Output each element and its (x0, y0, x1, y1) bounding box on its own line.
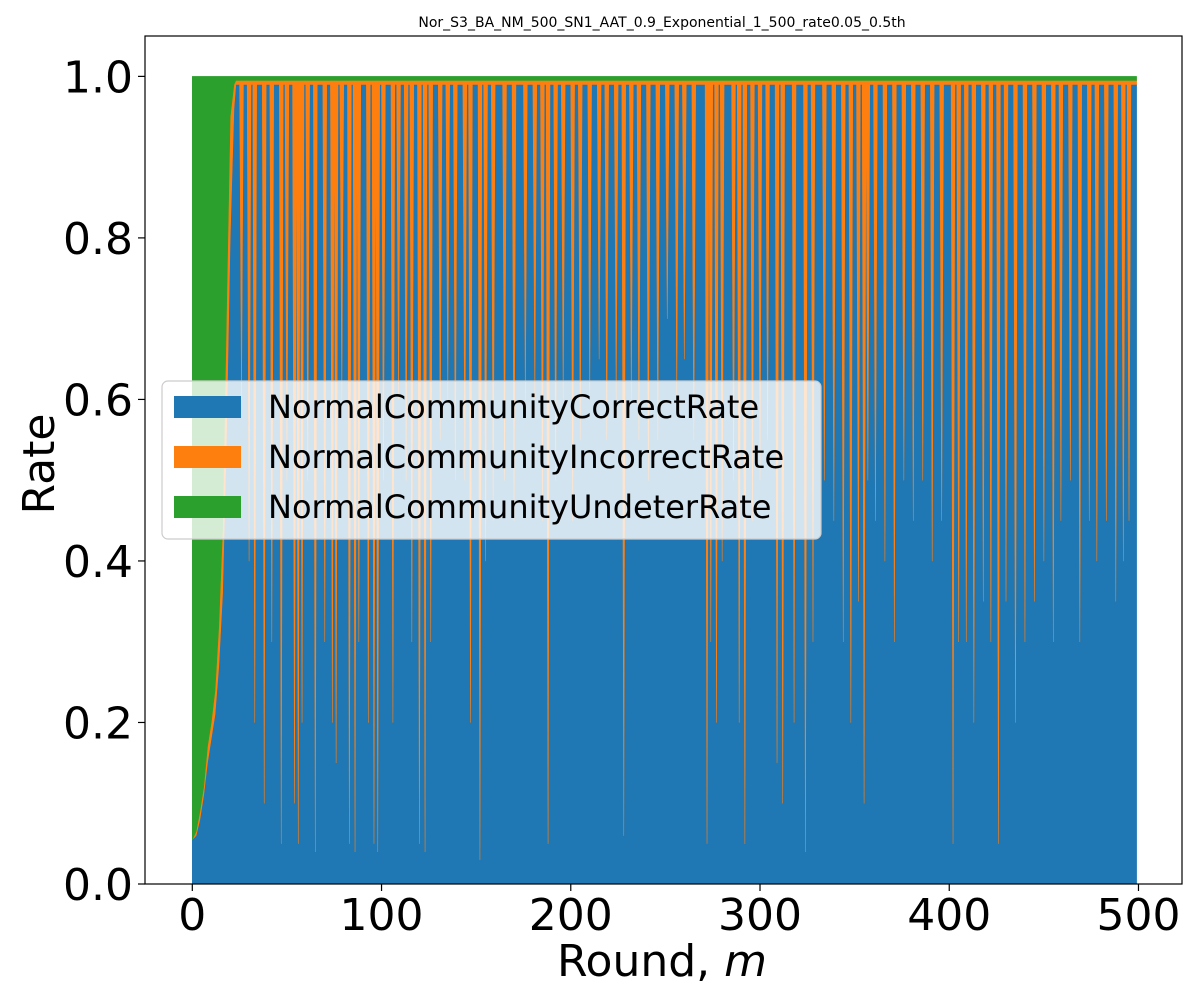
x-tick-label: 100 (340, 890, 424, 941)
plot-frame (144, 35, 1183, 885)
y-tick-label: 0.2 (63, 698, 133, 749)
x-tick-label: 400 (907, 890, 991, 941)
x-tick-label: 500 (1096, 890, 1180, 941)
chart-title: Nor_S3_BA_NM_500_SN1_AAT_0.9_Exponential… (418, 15, 905, 31)
legend-label: NormalCommunityIncorrectRate (268, 438, 784, 476)
y-tick-label: 1.0 (63, 52, 133, 103)
y-tick-label: 0.8 (63, 214, 133, 265)
y-tick-label: 0.0 (63, 860, 133, 911)
legend-swatch (174, 446, 241, 468)
y-axis-label: Rate (14, 414, 65, 515)
x-axis-label: Round, m (557, 936, 767, 987)
y-axis-ticks: 0.0 0.2 0.4 0.6 0.8 1.0 (63, 52, 145, 911)
y-tick-label: 0.6 (63, 375, 133, 426)
legend-box (161, 380, 822, 540)
x-tick-label: 300 (718, 890, 802, 941)
legend-label: NormalCommunityUndeterRate (268, 488, 771, 526)
x-tick-label: 200 (529, 890, 613, 941)
y-tick-label: 0.4 (63, 537, 133, 588)
x-tick-label: 0 (178, 890, 206, 941)
legend: NormalCommunityCorrectRate NormalCommunit… (161, 380, 822, 540)
undeter-rate-area (192, 76, 1137, 840)
legend-label: NormalCommunityCorrectRate (268, 388, 759, 426)
legend-swatch (174, 396, 241, 418)
legend-swatch (174, 496, 241, 518)
x-axis-ticks: 0 100 200 300 400 500 (178, 884, 1180, 941)
